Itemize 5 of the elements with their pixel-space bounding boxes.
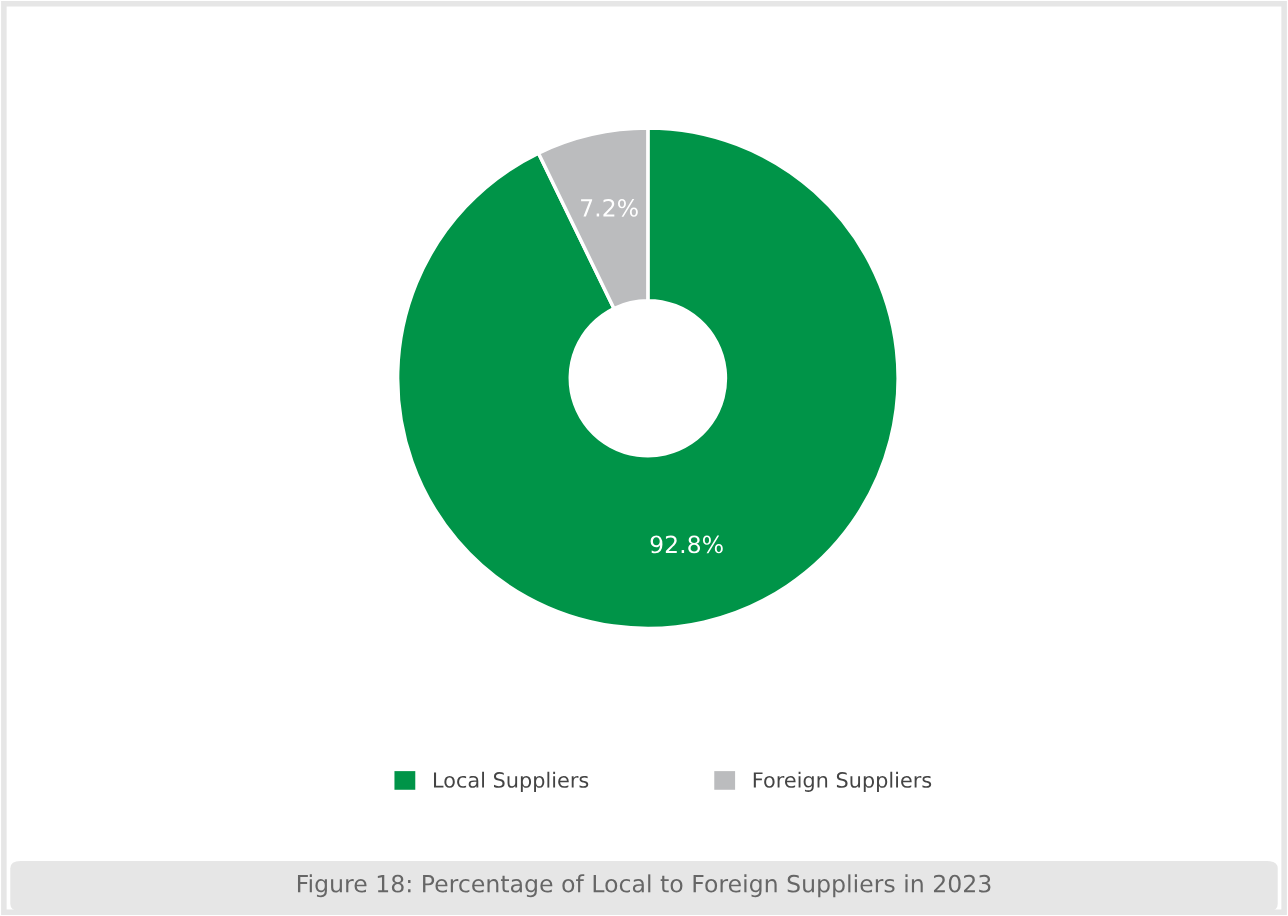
legend-label: Foreign Suppliers <box>753 771 932 792</box>
legend-label: Local Suppliers <box>434 771 589 792</box>
text: Figure 18: Percentage of Local to Foreign Suppliers in 2023 <box>297 874 991 898</box>
data-label: 7.2% <box>581 198 638 217</box>
data-label: 92.8% <box>650 535 723 554</box>
